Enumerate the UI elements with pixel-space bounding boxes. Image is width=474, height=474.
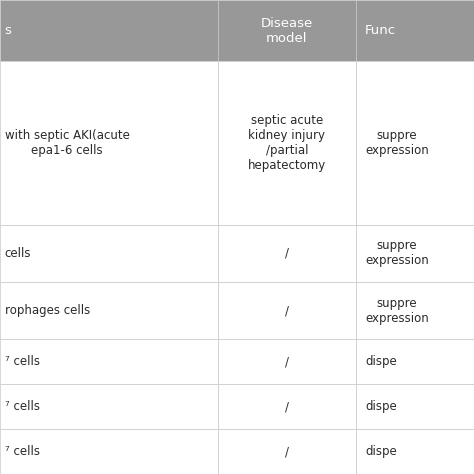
Bar: [0, 339, 218, 384]
Text: suppre
expression: suppre expression: [365, 129, 428, 157]
Text: cells: cells: [5, 247, 31, 260]
Bar: [218, 384, 356, 429]
Bar: [218, 339, 356, 384]
Bar: [0, 225, 218, 282]
Bar: [356, 0, 474, 61]
Text: ⁷ cells: ⁷ cells: [5, 400, 40, 413]
Text: ⁷ cells: ⁷ cells: [5, 355, 40, 368]
Bar: [356, 429, 474, 474]
Text: rophages cells: rophages cells: [5, 304, 90, 317]
Bar: [218, 61, 356, 225]
Text: suppre
expression: suppre expression: [365, 297, 428, 325]
Bar: [356, 384, 474, 429]
Text: Disease
model: Disease model: [261, 17, 313, 45]
Text: ⁷ cells: ⁷ cells: [5, 445, 40, 458]
Text: suppre
expression: suppre expression: [365, 239, 428, 267]
Bar: [0, 0, 218, 61]
Text: /: /: [285, 247, 289, 260]
Text: dispe: dispe: [365, 400, 397, 413]
Text: Func: Func: [365, 24, 396, 37]
Text: s: s: [5, 24, 12, 37]
Bar: [218, 429, 356, 474]
Text: septic acute
kidney injury
/partial
hepatectomy: septic acute kidney injury /partial hepa…: [247, 114, 326, 172]
Bar: [0, 384, 218, 429]
Text: dispe: dispe: [365, 355, 397, 368]
Text: /: /: [285, 400, 289, 413]
Bar: [0, 61, 218, 225]
Text: /: /: [285, 304, 289, 317]
Bar: [218, 225, 356, 282]
Bar: [218, 0, 356, 61]
Text: with septic AKI(acute
epa1-6 cells: with septic AKI(acute epa1-6 cells: [5, 129, 129, 157]
Bar: [356, 225, 474, 282]
Bar: [356, 339, 474, 384]
Bar: [0, 429, 218, 474]
Text: dispe: dispe: [365, 445, 397, 458]
Bar: [356, 282, 474, 339]
Bar: [218, 282, 356, 339]
Bar: [0, 282, 218, 339]
Text: /: /: [285, 355, 289, 368]
Bar: [356, 61, 474, 225]
Text: /: /: [285, 445, 289, 458]
